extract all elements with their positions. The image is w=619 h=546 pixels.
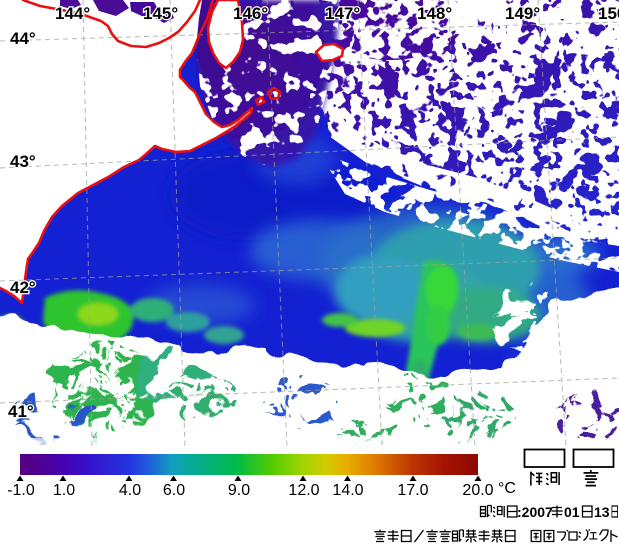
svg-text::2007: :2007 <box>517 504 553 520</box>
svg-text:9.0: 9.0 <box>228 482 250 499</box>
svg-text:149°: 149° <box>505 4 540 23</box>
svg-text:41°: 41° <box>8 402 34 421</box>
svg-text:145°: 145° <box>143 4 178 23</box>
svg-text:14.0: 14.0 <box>332 482 363 499</box>
svg-text:44°: 44° <box>10 29 36 48</box>
svg-text:17.0: 17.0 <box>397 482 428 499</box>
svg-text:13: 13 <box>594 504 610 520</box>
svg-text:01: 01 <box>564 504 580 520</box>
svg-text:148°: 148° <box>417 4 452 23</box>
svg-text:-1.0: -1.0 <box>7 482 35 499</box>
svg-text:42°: 42° <box>10 278 36 297</box>
svg-text:150°: 150° <box>598 4 619 23</box>
svg-text:20.0: 20.0 <box>462 482 493 499</box>
svg-text:144°: 144° <box>55 4 90 23</box>
svg-text:1.0: 1.0 <box>53 482 75 499</box>
svg-text:4.0: 4.0 <box>119 482 141 499</box>
svg-text:12.0: 12.0 <box>288 482 319 499</box>
svg-text:147°: 147° <box>325 4 360 23</box>
svg-text:43°: 43° <box>10 152 36 171</box>
svg-text:6.0: 6.0 <box>163 482 185 499</box>
svg-text:146°: 146° <box>233 4 268 23</box>
svg-text:°C: °C <box>498 480 516 497</box>
